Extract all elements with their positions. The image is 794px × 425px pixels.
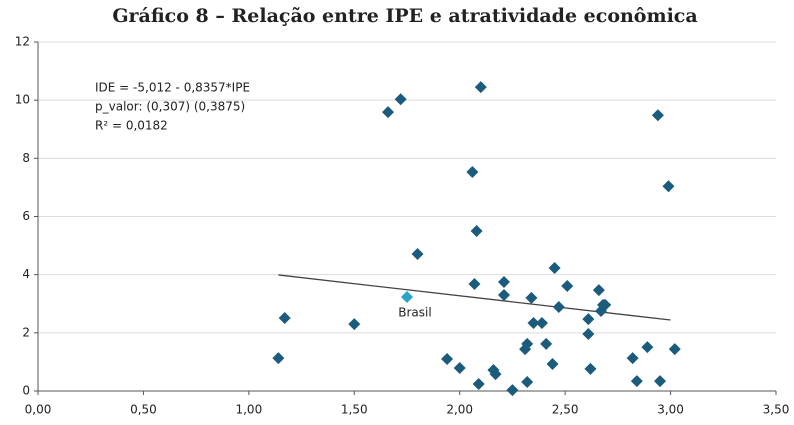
point [472,378,485,391]
point [401,291,413,304]
x-tick-label: 0,50 [130,403,157,417]
point [278,312,291,325]
x-tick-label: 3,00 [657,403,684,417]
y-tick-label: 6 [22,209,30,223]
point [521,337,534,350]
y-tick-label: 12 [15,35,30,49]
annotation: IDE = -5,012 - 0,8357*IPE [95,81,250,95]
point [466,166,479,179]
x-tick-label: 1,00 [235,403,262,417]
y-tick-label: 10 [15,93,30,107]
y-tick-label: 2 [22,325,30,339]
point [592,284,605,297]
point [497,275,510,288]
y-tick-label: 8 [22,151,30,165]
point [548,261,561,274]
point [453,362,466,375]
point [272,352,285,365]
point [497,289,510,302]
point [641,341,654,354]
point [441,353,454,366]
point [535,316,548,329]
y-tick-label: 4 [22,267,30,281]
point [552,300,565,313]
chart-title: Gráfico 8 – Relação entre IPE e atrativi… [112,5,697,27]
point [468,277,481,290]
x-tick-label: 3,50 [763,403,790,417]
point-label: Brasil [398,306,431,320]
point [626,352,639,365]
point [582,327,595,340]
x-tick-label: 1,50 [341,403,368,417]
point [348,318,361,331]
point [470,225,483,238]
point [582,313,595,326]
point [599,298,612,311]
point [411,248,424,261]
point [527,316,540,329]
point [521,375,534,388]
point [630,375,643,388]
point [474,81,487,94]
point [525,291,538,304]
point [489,368,502,381]
annotation: R² = 0,0182 [95,119,168,133]
annotation: p_valor: (0,307) (0,3875) [95,100,245,114]
x-tick-label: 2,50 [552,403,579,417]
point [651,109,664,122]
x-tick-label: 2,00 [446,403,473,417]
x-tick-label: 0,00 [25,403,52,417]
point [540,337,553,350]
point [668,343,681,356]
point [506,384,519,397]
point [654,375,667,388]
point [561,280,574,293]
point [584,362,597,375]
point [382,106,395,119]
y-tick-label: 0 [22,384,30,398]
point [546,357,559,370]
point [662,180,675,193]
point [394,93,407,106]
